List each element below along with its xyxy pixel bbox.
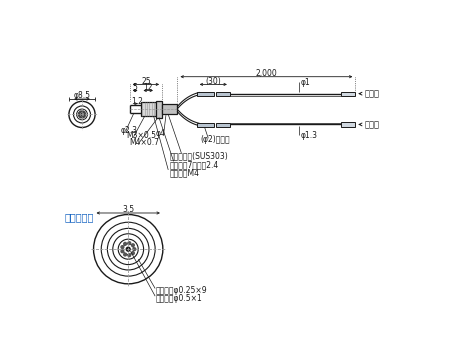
Circle shape	[84, 112, 85, 113]
Circle shape	[78, 115, 80, 116]
Text: M3×0.5: M3×0.5	[126, 131, 156, 140]
Text: 前端金属件(SUS303): 前端金属件(SUS303)	[170, 151, 228, 160]
Circle shape	[82, 117, 83, 118]
Circle shape	[121, 246, 124, 248]
Bar	[197, 92, 214, 96]
Circle shape	[84, 114, 86, 115]
Text: 2,000: 2,000	[255, 69, 277, 78]
Text: φ4: φ4	[156, 129, 166, 138]
Circle shape	[84, 116, 85, 117]
Text: 对面距离7、厕度2.4: 对面距离7、厕度2.4	[170, 160, 219, 169]
Text: 受光光级φ0.25×9: 受光光级φ0.25×9	[155, 286, 207, 295]
Circle shape	[82, 111, 83, 112]
Circle shape	[124, 243, 127, 245]
Text: 投光侧: 投光侧	[365, 89, 380, 98]
Bar	[216, 123, 230, 127]
Text: 检测部详图: 检测部详图	[64, 212, 94, 222]
Text: (φ2)型号管: (φ2)型号管	[201, 135, 230, 144]
Text: 齿锁垫圈M4: 齿锁垫圈M4	[170, 168, 200, 177]
Circle shape	[81, 113, 83, 116]
Bar	[156, 100, 162, 118]
Circle shape	[124, 253, 127, 256]
Bar	[140, 102, 156, 116]
Circle shape	[131, 252, 134, 255]
Circle shape	[80, 111, 81, 112]
Text: φ1.3: φ1.3	[301, 131, 318, 140]
Text: 3.5: 3.5	[122, 205, 134, 214]
Text: 12: 12	[144, 83, 153, 93]
Text: 1.2: 1.2	[131, 97, 143, 106]
Circle shape	[131, 244, 134, 247]
Circle shape	[128, 242, 131, 245]
Text: 投光光级φ0.5×1: 投光光级φ0.5×1	[155, 294, 202, 303]
Circle shape	[121, 250, 124, 253]
Bar	[341, 122, 356, 127]
Text: 受光侧: 受光侧	[365, 120, 380, 129]
Bar	[162, 104, 177, 115]
Text: 5: 5	[133, 83, 137, 93]
Text: φ1: φ1	[301, 78, 310, 87]
Circle shape	[128, 254, 131, 257]
Circle shape	[78, 113, 80, 114]
Bar	[341, 92, 356, 96]
Text: φ8.5: φ8.5	[73, 92, 91, 100]
Circle shape	[80, 116, 81, 118]
Bar	[197, 123, 214, 127]
Bar	[216, 92, 230, 96]
Circle shape	[126, 247, 130, 251]
Circle shape	[133, 248, 136, 250]
Text: 25: 25	[141, 77, 151, 86]
Text: M4×0.7: M4×0.7	[130, 138, 160, 147]
Text: φ2.3: φ2.3	[120, 126, 137, 135]
Text: (30): (30)	[205, 77, 221, 86]
